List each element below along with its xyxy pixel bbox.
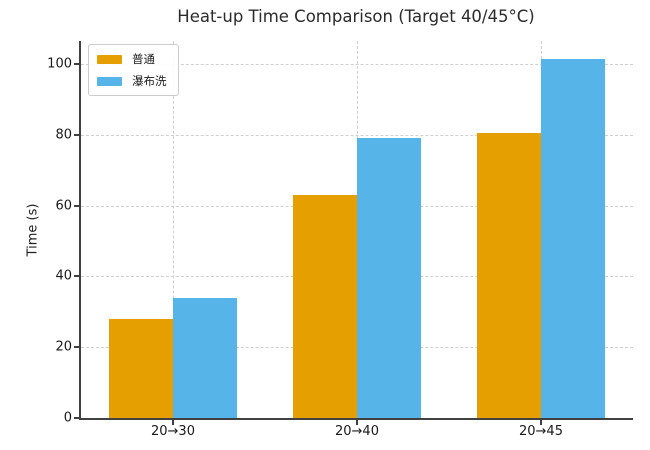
x-tick-label-2: 20→45 xyxy=(519,424,563,439)
x-tick-label-1: 20→40 xyxy=(335,424,379,439)
legend-item-1: 瀑布洗 xyxy=(97,73,167,89)
y-tick-label-40: 40 xyxy=(55,268,72,284)
y-tick-label-20: 20 xyxy=(55,339,72,355)
x-tick-mark-1 xyxy=(356,420,358,425)
legend-label: 瀑布洗 xyxy=(132,74,167,88)
legend-label: 普通 xyxy=(132,52,155,66)
legend-swatch-icon xyxy=(97,76,122,86)
x-gridline-0 xyxy=(172,41,174,418)
y-tick-label-80: 80 xyxy=(55,127,72,143)
bar-普通-20→40 xyxy=(292,195,357,418)
y-tick-mark-40 xyxy=(74,275,79,278)
y-axis-label: Time (s) xyxy=(25,203,41,257)
plot-area: 普通瀑布洗 0 20 40 60 80 100 20→30 20→40 20→45 xyxy=(47,41,633,439)
y-tick-mark-80 xyxy=(74,133,79,136)
legend: 普通 瀑布洗 xyxy=(88,44,179,96)
chart-title: Heat-up Time Comparison (Target 40/45°C) xyxy=(177,7,535,26)
bar-普通-20→30 xyxy=(108,318,173,418)
x-tick-mark-0 xyxy=(172,420,174,425)
legend-item-0: 普通 xyxy=(97,51,167,67)
bar-普通-20→45 xyxy=(476,133,541,418)
y-tick-label-100: 100 xyxy=(47,56,72,72)
legend-swatch-icon xyxy=(97,54,122,64)
y-tick-label-60: 60 xyxy=(55,198,72,214)
y-tick-mark-60 xyxy=(74,204,79,207)
y-tick-mark-0 xyxy=(74,417,79,419)
bar-瀑布洗-20→45 xyxy=(541,58,606,418)
y-tick-label-0: 0 xyxy=(63,410,72,426)
y-tick-mark-100 xyxy=(74,63,79,65)
x-tick-mark-2 xyxy=(540,420,542,425)
bar-瀑布洗-20→30 xyxy=(173,297,238,418)
bar-瀑布洗-20→40 xyxy=(357,138,422,418)
x-tick-label-0: 20→30 xyxy=(151,424,195,439)
y-tick-mark-20 xyxy=(74,346,79,349)
